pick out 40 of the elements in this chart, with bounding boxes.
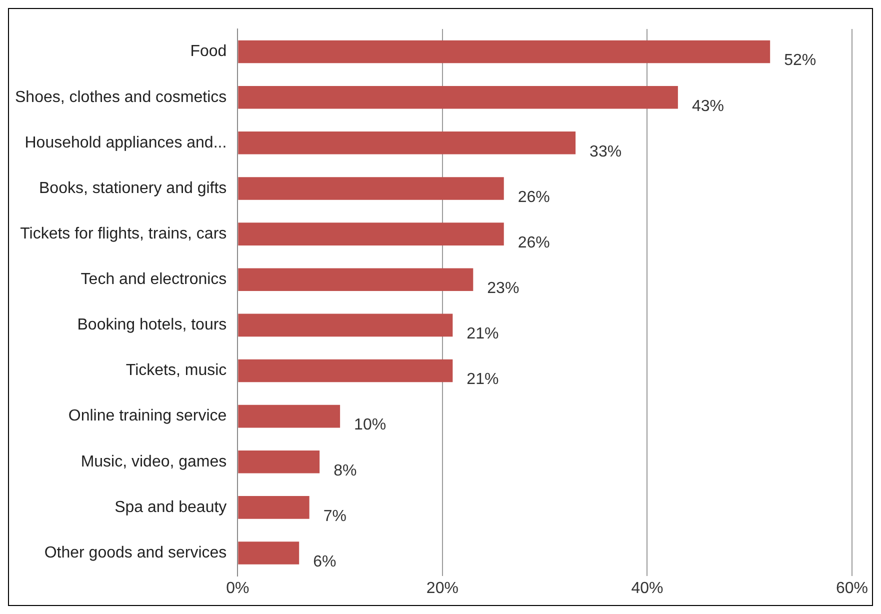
bar bbox=[238, 404, 340, 428]
x-tick-label: 20% bbox=[426, 580, 458, 597]
data-label: 6% bbox=[313, 553, 336, 570]
bar bbox=[238, 177, 504, 200]
x-tick-label: 0% bbox=[226, 580, 250, 597]
bar bbox=[238, 132, 576, 154]
y-tick-label: Booking hotels, tours bbox=[77, 316, 227, 334]
data-label: 26% bbox=[518, 234, 550, 252]
y-tick-label: Household appliances and... bbox=[24, 134, 227, 152]
data-label: 21% bbox=[466, 326, 499, 343]
bar bbox=[238, 314, 453, 337]
y-tick-label: Other goods and services bbox=[44, 544, 227, 562]
bar bbox=[238, 268, 474, 292]
data-label: 21% bbox=[466, 371, 499, 388]
y-tick-label: Spa and beauty bbox=[114, 498, 227, 516]
y-tick-label: Shoes, clothes and cosmetics bbox=[14, 88, 227, 106]
data-label: 33% bbox=[590, 143, 622, 160]
x-tick-label: 40% bbox=[631, 580, 664, 597]
y-tick-label: Books, stationery and gifts bbox=[39, 180, 227, 197]
y-tick-label: Tickets for flights, trains, cars bbox=[20, 225, 227, 242]
bar bbox=[238, 359, 453, 382]
bar bbox=[238, 40, 770, 64]
y-tick-label: Tech and electronics bbox=[80, 271, 227, 288]
data-label: 10% bbox=[354, 416, 386, 434]
y-tick-label: Food bbox=[190, 43, 227, 60]
y-tick-label: Tickets, music bbox=[126, 362, 227, 380]
y-tick-label: Online training service bbox=[68, 408, 227, 425]
data-label: 52% bbox=[784, 52, 816, 70]
data-label: 26% bbox=[518, 188, 550, 206]
bar bbox=[238, 222, 504, 246]
bar bbox=[238, 450, 320, 474]
y-tick-label: Music, video, games bbox=[80, 453, 227, 470]
x-tick-label: 60% bbox=[836, 580, 868, 597]
data-label: 7% bbox=[323, 508, 346, 525]
bar bbox=[238, 86, 678, 109]
data-label: 43% bbox=[692, 98, 724, 115]
bar bbox=[238, 496, 310, 519]
bar bbox=[238, 542, 300, 564]
data-label: 8% bbox=[334, 462, 357, 480]
data-label: 23% bbox=[487, 280, 520, 298]
